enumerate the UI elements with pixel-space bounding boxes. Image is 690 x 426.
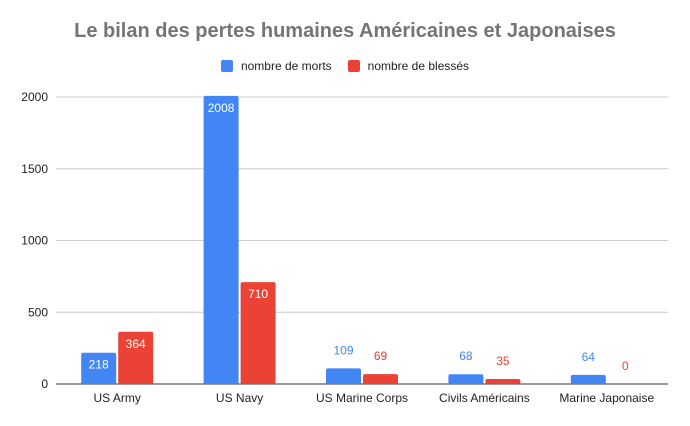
y-tick-label: 0 — [41, 377, 48, 391]
bar — [118, 331, 154, 384]
bar — [570, 374, 606, 384]
y-tick-label: 2000 — [21, 90, 48, 104]
data-label: 64 — [582, 350, 596, 364]
bar — [240, 282, 276, 384]
bar — [485, 378, 521, 384]
data-label: 68 — [459, 349, 473, 363]
data-label: 35 — [496, 354, 510, 368]
x-tick-label: Civils Américains — [439, 391, 530, 405]
legend-swatch-blesses — [347, 60, 360, 72]
data-label: 710 — [248, 287, 268, 301]
y-tick-label: 1000 — [21, 234, 48, 248]
y-tick-label: 1500 — [21, 162, 48, 176]
legend-swatch-morts — [220, 60, 233, 72]
bar — [326, 368, 361, 384]
y-tick-label: 500 — [28, 305, 48, 319]
data-label: 364 — [126, 337, 146, 351]
bar — [203, 95, 239, 385]
legend-item-morts: nombre de morts — [220, 59, 332, 73]
x-tick-label: US Marine Corps — [316, 391, 408, 405]
bar — [363, 374, 398, 384]
legend-label-blesses: nombre de blessés — [367, 59, 470, 73]
x-tick-label: US Army — [94, 391, 141, 405]
x-tick-label: US Navy — [216, 391, 263, 405]
bar — [448, 374, 484, 384]
chart-title: Le bilan des pertes humaines Américaines… — [74, 20, 616, 42]
data-label: 109 — [333, 343, 353, 357]
data-label: 218 — [89, 358, 109, 372]
data-label: 2008 — [208, 101, 235, 115]
data-label: 69 — [374, 349, 388, 363]
legend-item-blesses: nombre de blessés — [347, 59, 470, 73]
legend: nombre de morts nombre de blessés — [0, 59, 690, 73]
data-label: 0 — [622, 359, 629, 373]
bar — [81, 352, 117, 384]
legend-label-morts: nombre de morts — [240, 59, 332, 73]
x-tick-label: Marine Japonaise — [559, 391, 654, 405]
